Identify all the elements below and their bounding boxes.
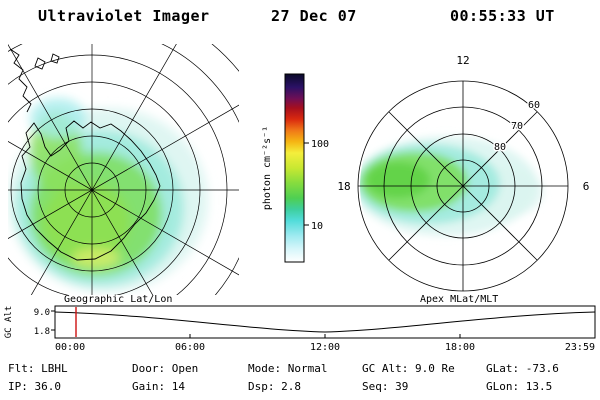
status-dsp: Dsp: 2.8 xyxy=(248,380,301,393)
coastlines xyxy=(9,48,161,261)
page-title: Ultraviolet Imager xyxy=(38,7,210,25)
strip-ticks xyxy=(51,310,461,338)
status-mode: Mode: Normal xyxy=(248,362,327,375)
header-date: 27 Dec 07 xyxy=(271,7,357,25)
mlt-label-18: 18 xyxy=(337,180,350,193)
status-glon: GLon: 13.5 xyxy=(486,380,552,393)
status-door: Door: Open xyxy=(132,362,198,375)
status-flt: Flt: LBHL xyxy=(8,362,68,375)
time-tick-2359: 23:59 xyxy=(565,342,595,353)
geo-latlon-grid xyxy=(8,44,239,295)
gc-alt-axis-label: GC Alt xyxy=(4,306,14,339)
geo-panel-label: Geographic Lat/Lon xyxy=(64,294,172,305)
colorbar-ticks xyxy=(304,142,309,226)
header-time: 00:55:33 UT xyxy=(450,7,555,25)
apex-image-panel: 12 18 6 0 60 70 80 xyxy=(337,54,589,319)
colorbar-tick-10: 10 xyxy=(311,221,323,232)
mlat-ring-60: 60 xyxy=(528,100,540,111)
time-tick-1800: 18:00 xyxy=(445,342,475,353)
altitude-curve xyxy=(54,311,596,333)
colorbar-label: photon cm⁻²s⁻¹ xyxy=(262,126,273,210)
colorbar-tick-100: 100 xyxy=(311,139,329,150)
alt-tick-1-8: 1.8 xyxy=(34,327,50,337)
apex-polar-grid xyxy=(357,80,569,292)
mlt-label-12: 12 xyxy=(456,54,469,67)
gc-altitude-strip: GC Alt 9.0 1.8 00:00 06:00 12:00 18:00 2… xyxy=(4,305,596,353)
status-glat: GLat: -73.6 xyxy=(486,362,559,375)
time-tick-0600: 06:00 xyxy=(175,342,205,353)
status-gcalt: GC Alt: 9.0 Re xyxy=(362,362,455,375)
mlat-ring-70: 70 xyxy=(511,121,523,132)
status-ip: IP: 36.0 xyxy=(8,380,61,393)
mlat-ring-80: 80 xyxy=(494,142,506,153)
colorbar-gradient xyxy=(284,73,305,263)
time-tick-1200: 12:00 xyxy=(310,342,340,353)
alt-tick-9: 9.0 xyxy=(34,308,50,318)
colorbar: 100 10 photon cm⁻²s⁻¹ xyxy=(262,73,329,263)
altitude-strip-frame xyxy=(54,305,596,339)
status-gain: Gain: 14 xyxy=(132,380,185,393)
geographic-image-panel xyxy=(8,44,239,295)
mlt-label-6: 6 xyxy=(583,180,590,193)
apex-panel-label: Apex MLat/MLT xyxy=(420,294,498,305)
time-tick-0000: 00:00 xyxy=(55,342,85,353)
status-readout: Flt: LBHL Door: Open Mode: Normal GC Alt… xyxy=(8,362,559,393)
status-seq: Seq: 39 xyxy=(362,380,408,393)
